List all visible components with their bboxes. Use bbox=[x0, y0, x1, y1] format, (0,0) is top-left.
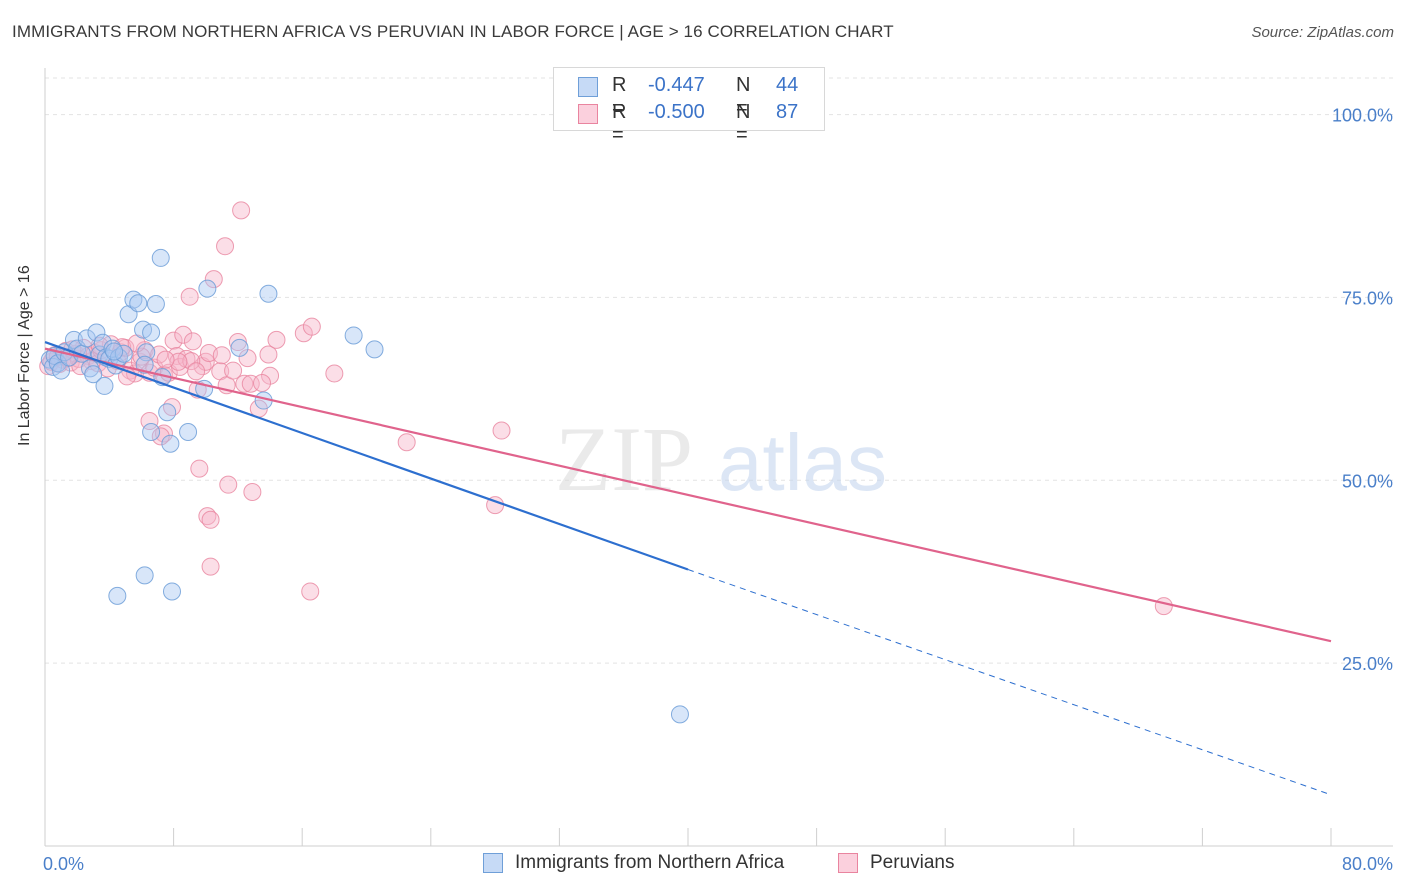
bottom-legend-label: Peruvians bbox=[870, 852, 955, 873]
data-point-northern-africa bbox=[142, 323, 161, 342]
data-point-peruvians bbox=[151, 427, 170, 446]
data-point-peruvians bbox=[201, 557, 220, 576]
data-point-northern-africa bbox=[179, 423, 198, 442]
y-tick-label: 100.0% bbox=[1332, 106, 1393, 126]
legend-n-label: N = bbox=[736, 74, 751, 119]
data-point-peruvians bbox=[187, 362, 206, 381]
data-point-northern-africa bbox=[259, 284, 278, 303]
data-point-peruvians bbox=[253, 374, 272, 393]
data-point-peruvians bbox=[201, 510, 220, 529]
data-point-peruvians bbox=[302, 317, 321, 336]
legend-r-value: -0.500 bbox=[648, 101, 705, 123]
data-point-peruvians bbox=[204, 270, 223, 289]
legend-swatch-northern-africa bbox=[578, 77, 598, 97]
data-point-northern-africa bbox=[161, 434, 180, 453]
x-tick-label-min: 0.0% bbox=[43, 854, 84, 874]
y-tick-label: 75.0% bbox=[1342, 288, 1393, 308]
data-point-peruvians bbox=[182, 352, 201, 371]
legend-r-label: R = bbox=[612, 74, 627, 119]
bottom-legend-label: Immigrants from Northern Africa bbox=[515, 852, 785, 873]
data-point-northern-africa bbox=[142, 423, 161, 442]
correlation-legend: R = -0.447 N = 44 R = -0.500 N = 87 bbox=[553, 67, 825, 146]
trend-line-peruvians bbox=[44, 347, 1332, 643]
data-point-northern-africa bbox=[198, 279, 217, 298]
legend-n-value: 44 bbox=[776, 74, 799, 96]
data-point-northern-africa bbox=[105, 342, 124, 361]
data-point-northern-africa bbox=[162, 582, 181, 601]
data-point-northern-africa bbox=[135, 355, 154, 374]
tick-labels: 25.0% 50.0% 75.0% 100.0% 0.0% 80.0% bbox=[43, 106, 1393, 874]
legend-swatch-peruvians bbox=[578, 104, 598, 124]
data-point-northern-africa bbox=[84, 365, 103, 384]
legend-r-value: -0.447 bbox=[648, 74, 705, 96]
data-point-northern-africa bbox=[108, 586, 127, 605]
data-point-peruvians bbox=[235, 374, 254, 393]
watermark: ZIP atlas bbox=[555, 408, 887, 510]
data-point-peruvians bbox=[1154, 597, 1173, 616]
data-point-peruvians bbox=[325, 364, 344, 383]
data-point-northern-africa bbox=[365, 340, 384, 359]
data-point-peruvians bbox=[162, 398, 181, 417]
source-label: Source: ZipAtlas.com bbox=[1251, 24, 1394, 41]
data-point-peruvians bbox=[492, 421, 511, 440]
data-point-peruvians bbox=[174, 325, 193, 344]
data-point-northern-africa bbox=[87, 323, 106, 342]
legend-n-value: 87 bbox=[776, 101, 799, 123]
x-tick-label-max: 80.0% bbox=[1342, 854, 1393, 874]
data-point-peruvians bbox=[156, 350, 175, 369]
data-point-peruvians bbox=[267, 330, 286, 349]
data-point-peruvians bbox=[397, 433, 416, 452]
data-point-peruvians bbox=[232, 201, 251, 220]
trend-line-northern-africa bbox=[44, 341, 689, 571]
data-point-northern-africa bbox=[146, 295, 165, 314]
y-tick-label: 25.0% bbox=[1342, 654, 1393, 674]
data-point-peruvians bbox=[180, 287, 199, 306]
data-point-peruvians bbox=[219, 475, 238, 494]
legend-r-label: R = bbox=[612, 101, 627, 146]
data-point-peruvians bbox=[243, 482, 262, 501]
y-tick-label: 50.0% bbox=[1342, 471, 1393, 491]
data-point-northern-africa bbox=[95, 376, 114, 395]
data-point-northern-africa bbox=[158, 403, 177, 422]
data-point-peruvians bbox=[190, 459, 209, 478]
data-point-peruvians bbox=[164, 331, 183, 350]
data-point-peruvians bbox=[224, 361, 243, 380]
chart-title: IMMIGRANTS FROM NORTHERN AFRICA VS PERUV… bbox=[12, 22, 894, 41]
legend-n-label: N = bbox=[736, 101, 751, 146]
data-point-peruvians bbox=[301, 582, 320, 601]
data-point-northern-africa bbox=[129, 294, 148, 313]
data-point-northern-africa bbox=[230, 338, 249, 357]
bottom-legend-swatch-peruvians bbox=[838, 853, 858, 873]
data-point-northern-africa bbox=[124, 290, 143, 309]
data-point-northern-africa bbox=[151, 248, 170, 267]
data-point-peruvians bbox=[198, 507, 217, 526]
data-point-peruvians bbox=[183, 332, 202, 351]
data-point-northern-africa bbox=[344, 326, 363, 345]
watermark-atlas: atlas bbox=[718, 418, 887, 507]
axes bbox=[44, 68, 1393, 847]
data-point-peruvians bbox=[212, 346, 231, 365]
watermark-zip: ZIP bbox=[555, 408, 693, 510]
trend-line-northern-africa-extrapolated bbox=[687, 569, 1332, 796]
data-point-northern-africa bbox=[135, 566, 154, 585]
data-point-peruvians bbox=[216, 237, 235, 256]
data-point-northern-africa bbox=[52, 361, 71, 380]
series-northern-africa-points bbox=[40, 248, 689, 724]
grid-lines bbox=[45, 77, 1393, 664]
data-point-northern-africa bbox=[670, 705, 689, 724]
data-point-peruvians bbox=[113, 338, 132, 357]
data-point-peruvians bbox=[259, 345, 278, 364]
data-point-peruvians bbox=[228, 333, 247, 352]
trend-lines bbox=[44, 341, 1332, 796]
bottom-legend-swatch-northern-africa bbox=[483, 853, 503, 873]
data-point-peruvians bbox=[154, 424, 173, 443]
